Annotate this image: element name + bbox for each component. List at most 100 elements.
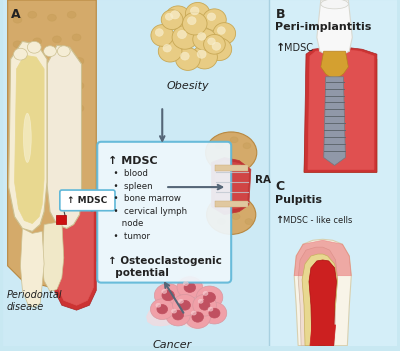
Ellipse shape <box>59 61 68 67</box>
Ellipse shape <box>155 29 163 36</box>
Polygon shape <box>8 0 96 287</box>
Ellipse shape <box>188 17 196 25</box>
Text: MDSC: MDSC <box>284 43 313 53</box>
Polygon shape <box>324 77 345 165</box>
Ellipse shape <box>75 82 84 89</box>
Ellipse shape <box>332 127 339 132</box>
Bar <box>216 165 248 171</box>
Bar <box>216 201 248 207</box>
Ellipse shape <box>16 66 25 72</box>
Text: RA: RA <box>255 175 271 185</box>
Ellipse shape <box>44 46 56 57</box>
Ellipse shape <box>358 96 365 101</box>
Polygon shape <box>317 0 352 56</box>
Ellipse shape <box>163 45 171 52</box>
Ellipse shape <box>310 114 317 119</box>
Text: ↑ MDSC: ↑ MDSC <box>67 196 108 205</box>
Text: Peri-implantitis: Peri-implantitis <box>276 22 372 32</box>
Polygon shape <box>304 46 377 172</box>
Ellipse shape <box>362 61 368 66</box>
Text: Periodontal
disease: Periodontal disease <box>7 291 62 312</box>
Polygon shape <box>310 325 320 346</box>
Ellipse shape <box>13 16 22 23</box>
Ellipse shape <box>349 65 356 69</box>
Ellipse shape <box>321 0 348 9</box>
Ellipse shape <box>185 2 210 25</box>
Polygon shape <box>216 160 249 211</box>
Polygon shape <box>321 51 348 78</box>
Ellipse shape <box>157 305 168 314</box>
Ellipse shape <box>310 98 316 103</box>
Ellipse shape <box>13 90 22 97</box>
Bar <box>268 0 397 346</box>
Ellipse shape <box>197 50 206 58</box>
Ellipse shape <box>217 219 225 225</box>
Ellipse shape <box>324 78 331 83</box>
Polygon shape <box>56 202 93 305</box>
Ellipse shape <box>203 291 208 296</box>
Ellipse shape <box>339 81 346 86</box>
Polygon shape <box>302 254 338 346</box>
Ellipse shape <box>336 61 343 66</box>
Ellipse shape <box>150 299 174 319</box>
Ellipse shape <box>33 38 42 45</box>
Ellipse shape <box>202 302 227 324</box>
Ellipse shape <box>158 40 182 62</box>
Text: ↑: ↑ <box>276 215 284 225</box>
Ellipse shape <box>27 41 41 53</box>
Text: Pulpitis: Pulpitis <box>276 195 322 205</box>
Ellipse shape <box>182 12 207 35</box>
Ellipse shape <box>217 27 225 34</box>
Ellipse shape <box>16 113 25 120</box>
Ellipse shape <box>156 303 161 307</box>
Ellipse shape <box>170 11 180 19</box>
Ellipse shape <box>208 38 215 45</box>
Polygon shape <box>9 41 47 231</box>
Ellipse shape <box>207 38 232 61</box>
Ellipse shape <box>310 81 316 86</box>
Text: Obesity: Obesity <box>166 81 209 91</box>
Ellipse shape <box>57 46 70 57</box>
Ellipse shape <box>42 132 50 139</box>
Text: ↑ MDSC: ↑ MDSC <box>108 155 158 166</box>
Ellipse shape <box>326 96 333 101</box>
Text: A: A <box>11 8 20 21</box>
Ellipse shape <box>162 290 167 293</box>
Ellipse shape <box>172 309 176 313</box>
Ellipse shape <box>172 294 197 316</box>
Ellipse shape <box>63 130 72 137</box>
Text: MDSC - like cells: MDSC - like cells <box>283 216 353 225</box>
Ellipse shape <box>198 299 203 303</box>
Ellipse shape <box>207 13 216 20</box>
Ellipse shape <box>36 88 44 95</box>
Ellipse shape <box>40 111 48 118</box>
Ellipse shape <box>151 25 174 46</box>
Text: C: C <box>276 180 285 193</box>
Ellipse shape <box>362 112 368 117</box>
Ellipse shape <box>190 7 199 15</box>
Text: •  blood
  •  spleen
  •  bone marrow
  •  cervical lymph
     node
  •  tumor: • blood • spleen • bone marrow • cervica… <box>108 170 187 241</box>
Ellipse shape <box>48 14 56 21</box>
Bar <box>56 215 66 224</box>
Ellipse shape <box>310 61 316 66</box>
Polygon shape <box>304 59 377 172</box>
Text: ↑: ↑ <box>276 43 285 53</box>
Ellipse shape <box>206 195 256 234</box>
Ellipse shape <box>199 300 210 310</box>
Polygon shape <box>42 221 64 291</box>
Ellipse shape <box>67 11 76 18</box>
Ellipse shape <box>178 299 184 303</box>
Ellipse shape <box>192 312 204 322</box>
Ellipse shape <box>243 143 251 149</box>
Ellipse shape <box>177 277 203 298</box>
Ellipse shape <box>245 219 253 225</box>
FancyBboxPatch shape <box>60 190 115 211</box>
Ellipse shape <box>24 113 31 163</box>
Ellipse shape <box>180 52 189 60</box>
Ellipse shape <box>61 108 70 115</box>
Ellipse shape <box>322 65 329 69</box>
Polygon shape <box>47 45 82 229</box>
Ellipse shape <box>75 58 84 65</box>
Ellipse shape <box>342 98 349 103</box>
Ellipse shape <box>312 131 319 135</box>
